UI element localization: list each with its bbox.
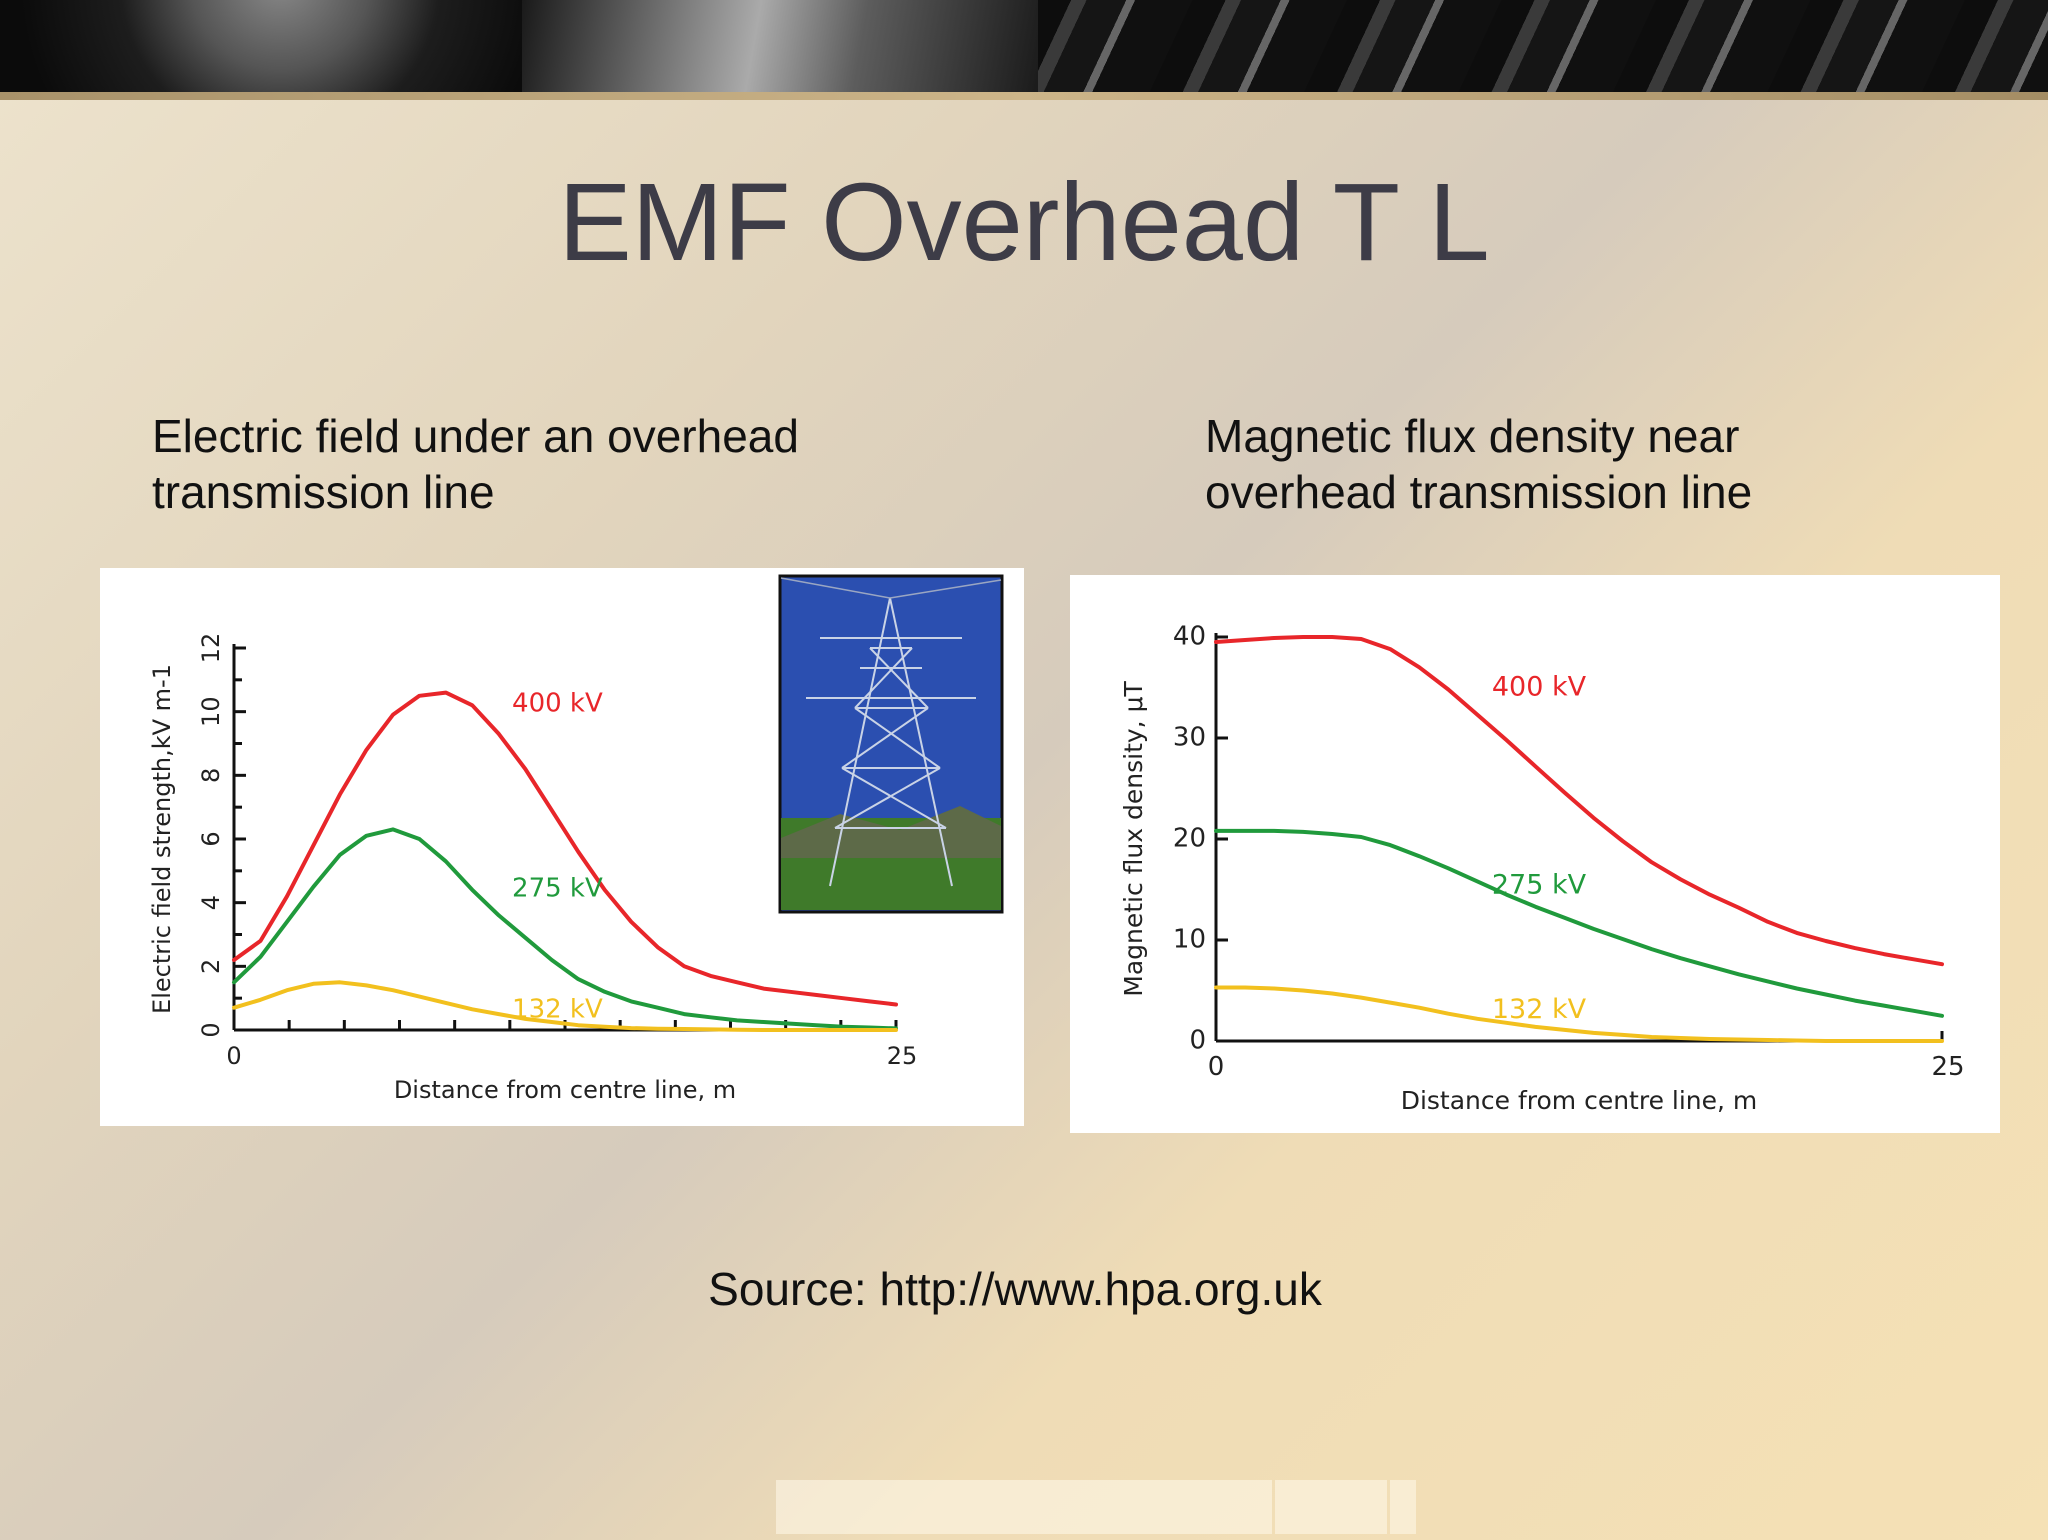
tower-strut <box>889 597 953 887</box>
series-line-132kv <box>232 980 898 1032</box>
power-cable <box>889 579 1002 599</box>
magnetic-flux-chart-svg: 0 10 20 30 40 0 25 Distance from centre line, m… <box>1119 622 1965 1116</box>
electric-field-chart-title: Electric field under an overhead transmi… <box>152 410 799 518</box>
x-tick-label: 25 <box>887 1042 918 1070</box>
tower-brace <box>869 647 929 709</box>
series-label-132kv: 132 kV <box>512 994 603 1024</box>
y-tick-label: 10 <box>1173 925 1206 955</box>
x-tick-label: 0 <box>226 1042 241 1070</box>
series-label-400kv: 400 kV <box>1492 672 1587 703</box>
tower-brace <box>854 707 941 769</box>
source-citation: Source: http://www.hpa.org.uk <box>708 1263 1322 1315</box>
footer-strip-segment <box>776 1480 1272 1534</box>
y-tick-label: 4 <box>197 895 225 910</box>
banner-image-dark <box>1038 0 2048 92</box>
x-tick-label: 25 <box>1931 1052 1964 1082</box>
transmission-tower-photo <box>778 574 1004 914</box>
y-tick-label: 30 <box>1173 723 1206 753</box>
footer-strip-segment <box>1275 1480 1387 1534</box>
y-axis-label: Electric field strength,kV m-1 <box>148 664 176 1014</box>
y-tick-label: 20 <box>1173 824 1206 854</box>
y-tick-label: 0 <box>1189 1026 1206 1056</box>
x-tick-label: 0 <box>1208 1052 1225 1082</box>
banner-image-metal <box>522 0 1038 92</box>
series-line-132kv <box>1214 985 1944 1043</box>
slide-title: EMF Overhead T L <box>558 161 1490 284</box>
y-tick-label: 0 <box>197 1022 225 1037</box>
banner-divider <box>0 92 2048 100</box>
power-cable <box>780 577 891 599</box>
series-label-275kv: 275 kV <box>512 873 603 903</box>
tower-brace <box>841 767 947 829</box>
tower-icon <box>806 597 976 887</box>
y-tick-label: 8 <box>197 768 225 783</box>
tower-brace <box>854 647 913 709</box>
tower-brace <box>834 767 941 829</box>
series-line-275kv <box>1214 828 1944 1018</box>
banner-image-wheel <box>0 0 522 92</box>
photo-hills <box>781 806 1001 858</box>
y-tick-label: 2 <box>197 959 225 974</box>
footer-strip <box>776 1480 1420 1534</box>
magnetic-flux-chart-title: Magnetic flux density near overhead tran… <box>1205 410 1753 518</box>
magnetic-flux-chart: 0 10 20 30 40 0 25 Distance from centre line, m… <box>1070 575 2000 1133</box>
y-tick-label: 6 <box>197 831 225 846</box>
series-label-275kv: 275 kV <box>1492 870 1587 901</box>
series-line-400kv <box>232 690 898 1007</box>
y-axis-label: Magnetic flux density, μT <box>1119 681 1148 997</box>
electric-field-chart: 0 2 4 6 8 10 12 0 25 Distance from centre line, m… <box>100 568 1024 1126</box>
series-label-132kv: 132 kV <box>1492 994 1587 1025</box>
y-tick-label: 12 <box>197 633 225 664</box>
tower-brace <box>841 707 929 769</box>
y-tick-label: 40 <box>1173 622 1206 652</box>
tower-strut <box>829 597 891 887</box>
x-axis-label: Distance from centre line, m <box>394 1076 736 1104</box>
series-line-400kv <box>1214 635 1944 967</box>
electric-field-chart-svg: 0 2 4 6 8 10 12 0 25 Distance from centre line, m… <box>148 574 1004 1104</box>
y-tick-label: 10 <box>197 696 225 727</box>
footer-strip-segment <box>1390 1480 1416 1534</box>
header-banner <box>0 0 2048 92</box>
x-axis-label: Distance from centre line, m <box>1401 1086 1758 1115</box>
series-line-275kv <box>232 827 898 1031</box>
series-label-400kv: 400 kV <box>512 689 603 719</box>
